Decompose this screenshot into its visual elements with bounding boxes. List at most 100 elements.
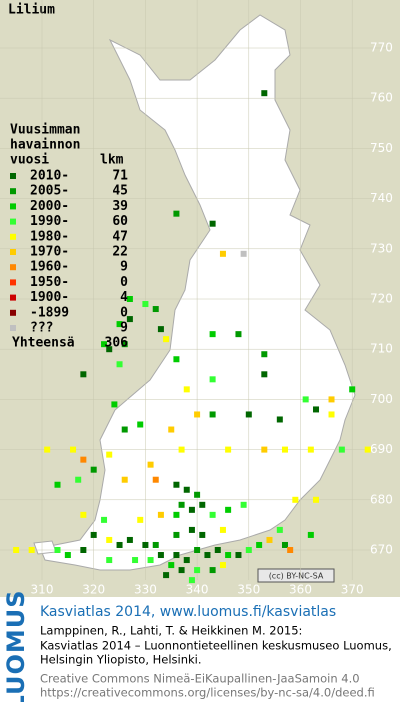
- legend-swatch: [10, 279, 16, 286]
- headline: Kasviatlas 2014, www.luomus.fi/kasviatla…: [40, 604, 336, 620]
- citation: Kasviatlas 2014 – Luonnontieteellinen ke…: [40, 639, 392, 653]
- x-tick-label: 360: [289, 583, 312, 597]
- record-square: [261, 446, 268, 453]
- legend-label: -1899: [30, 305, 69, 320]
- record-square: [106, 536, 113, 543]
- record-square: [225, 552, 232, 559]
- logo: LUOMUS: [2, 590, 30, 702]
- legend-swatch: [10, 309, 16, 316]
- record-square: [225, 506, 232, 513]
- record-square: [183, 486, 190, 493]
- y-tick-label: 680: [370, 492, 393, 506]
- legend-swatch: [10, 325, 16, 331]
- aland-islands: [33, 540, 57, 555]
- record-square: [328, 396, 335, 403]
- record-square: [209, 331, 216, 338]
- legend-heading: Vuusimman: [10, 123, 80, 138]
- record-square: [54, 547, 61, 553]
- record-square: [75, 476, 82, 483]
- legend-count: 39: [112, 199, 128, 214]
- finland-outline: [39, 14, 356, 571]
- legend-count: 60: [112, 214, 128, 229]
- record-square: [235, 331, 242, 338]
- record-square: [194, 567, 201, 574]
- license-badge-text: (cc) BY-NC-SA: [269, 572, 324, 581]
- record-square: [245, 411, 252, 418]
- legend-label: 1950-: [30, 275, 69, 290]
- record-square: [90, 466, 97, 473]
- x-tick-label: 370: [341, 583, 364, 597]
- record-square: [302, 396, 309, 403]
- record-square: [152, 541, 159, 548]
- record-square: [137, 421, 144, 428]
- record-square: [188, 577, 195, 584]
- record-square: [173, 481, 180, 488]
- record-square: [307, 531, 314, 538]
- legend-label: 1900-: [30, 290, 69, 305]
- y-tick-label: 740: [370, 191, 393, 205]
- record-square: [157, 326, 164, 333]
- record-square: [219, 250, 226, 257]
- record-square: [240, 250, 247, 257]
- legend-label: 2010-: [30, 169, 69, 184]
- legend: Vuusimman havainnon vuosi lkm 2010- 71 200…: [10, 123, 128, 351]
- legend-label: 1980-: [30, 229, 69, 244]
- record-square: [261, 90, 268, 97]
- record-square: [235, 552, 242, 559]
- record-square: [80, 511, 87, 518]
- record-square: [219, 526, 226, 533]
- record-square: [307, 446, 314, 453]
- record-square: [173, 210, 180, 217]
- record-square: [157, 511, 164, 518]
- record-square: [101, 516, 108, 523]
- record-square: [28, 547, 35, 553]
- y-tick-label: 770: [370, 41, 393, 55]
- record-square: [240, 501, 247, 508]
- record-square: [281, 446, 288, 453]
- license-text: Creative Commons Nimeä-EiKaupallinen-Jaa…: [40, 672, 360, 686]
- y-tick-label: 700: [370, 392, 393, 406]
- record-square: [183, 386, 190, 393]
- record-square: [209, 220, 216, 227]
- record-square: [188, 526, 195, 533]
- legend-count: 45: [112, 184, 128, 199]
- legend-swatch: [10, 264, 16, 271]
- record-square: [80, 456, 87, 463]
- y-tick-label: 710: [370, 342, 393, 356]
- legend-heading: havainnon: [10, 138, 80, 153]
- citation: Lamppinen, R., Lahti, T. & Heikkinen M. …: [40, 624, 302, 638]
- record-square: [173, 552, 180, 559]
- record-square: [173, 531, 180, 538]
- record-square: [152, 306, 159, 313]
- record-square: [163, 572, 170, 579]
- record-square: [90, 531, 97, 538]
- record-square: [276, 526, 283, 533]
- record-square: [209, 567, 216, 574]
- legend-count: 22: [112, 245, 128, 260]
- legend-swatch: [10, 294, 16, 301]
- record-square: [209, 411, 216, 418]
- record-square: [199, 531, 206, 538]
- legend-label: 1960-: [30, 260, 69, 275]
- legend-swatch: [10, 188, 16, 195]
- legend-label: 2005-: [30, 184, 69, 199]
- record-square: [194, 411, 201, 418]
- legend-total: 306: [105, 336, 129, 351]
- record-square: [106, 346, 113, 353]
- record-square: [106, 557, 113, 564]
- record-square: [137, 516, 144, 523]
- record-square: [219, 562, 226, 569]
- record-square: [80, 371, 87, 378]
- license-badge: [257, 568, 335, 583]
- record-square: [261, 351, 268, 358]
- record-square: [70, 446, 77, 453]
- record-square: [199, 501, 206, 508]
- legend-swatch: [10, 173, 16, 179]
- legend-swatch: [10, 203, 16, 210]
- record-square: [173, 511, 180, 518]
- record-square: [194, 491, 201, 498]
- y-tick-label: 750: [370, 141, 393, 155]
- legend-swatch: [10, 218, 16, 225]
- record-square: [225, 446, 232, 453]
